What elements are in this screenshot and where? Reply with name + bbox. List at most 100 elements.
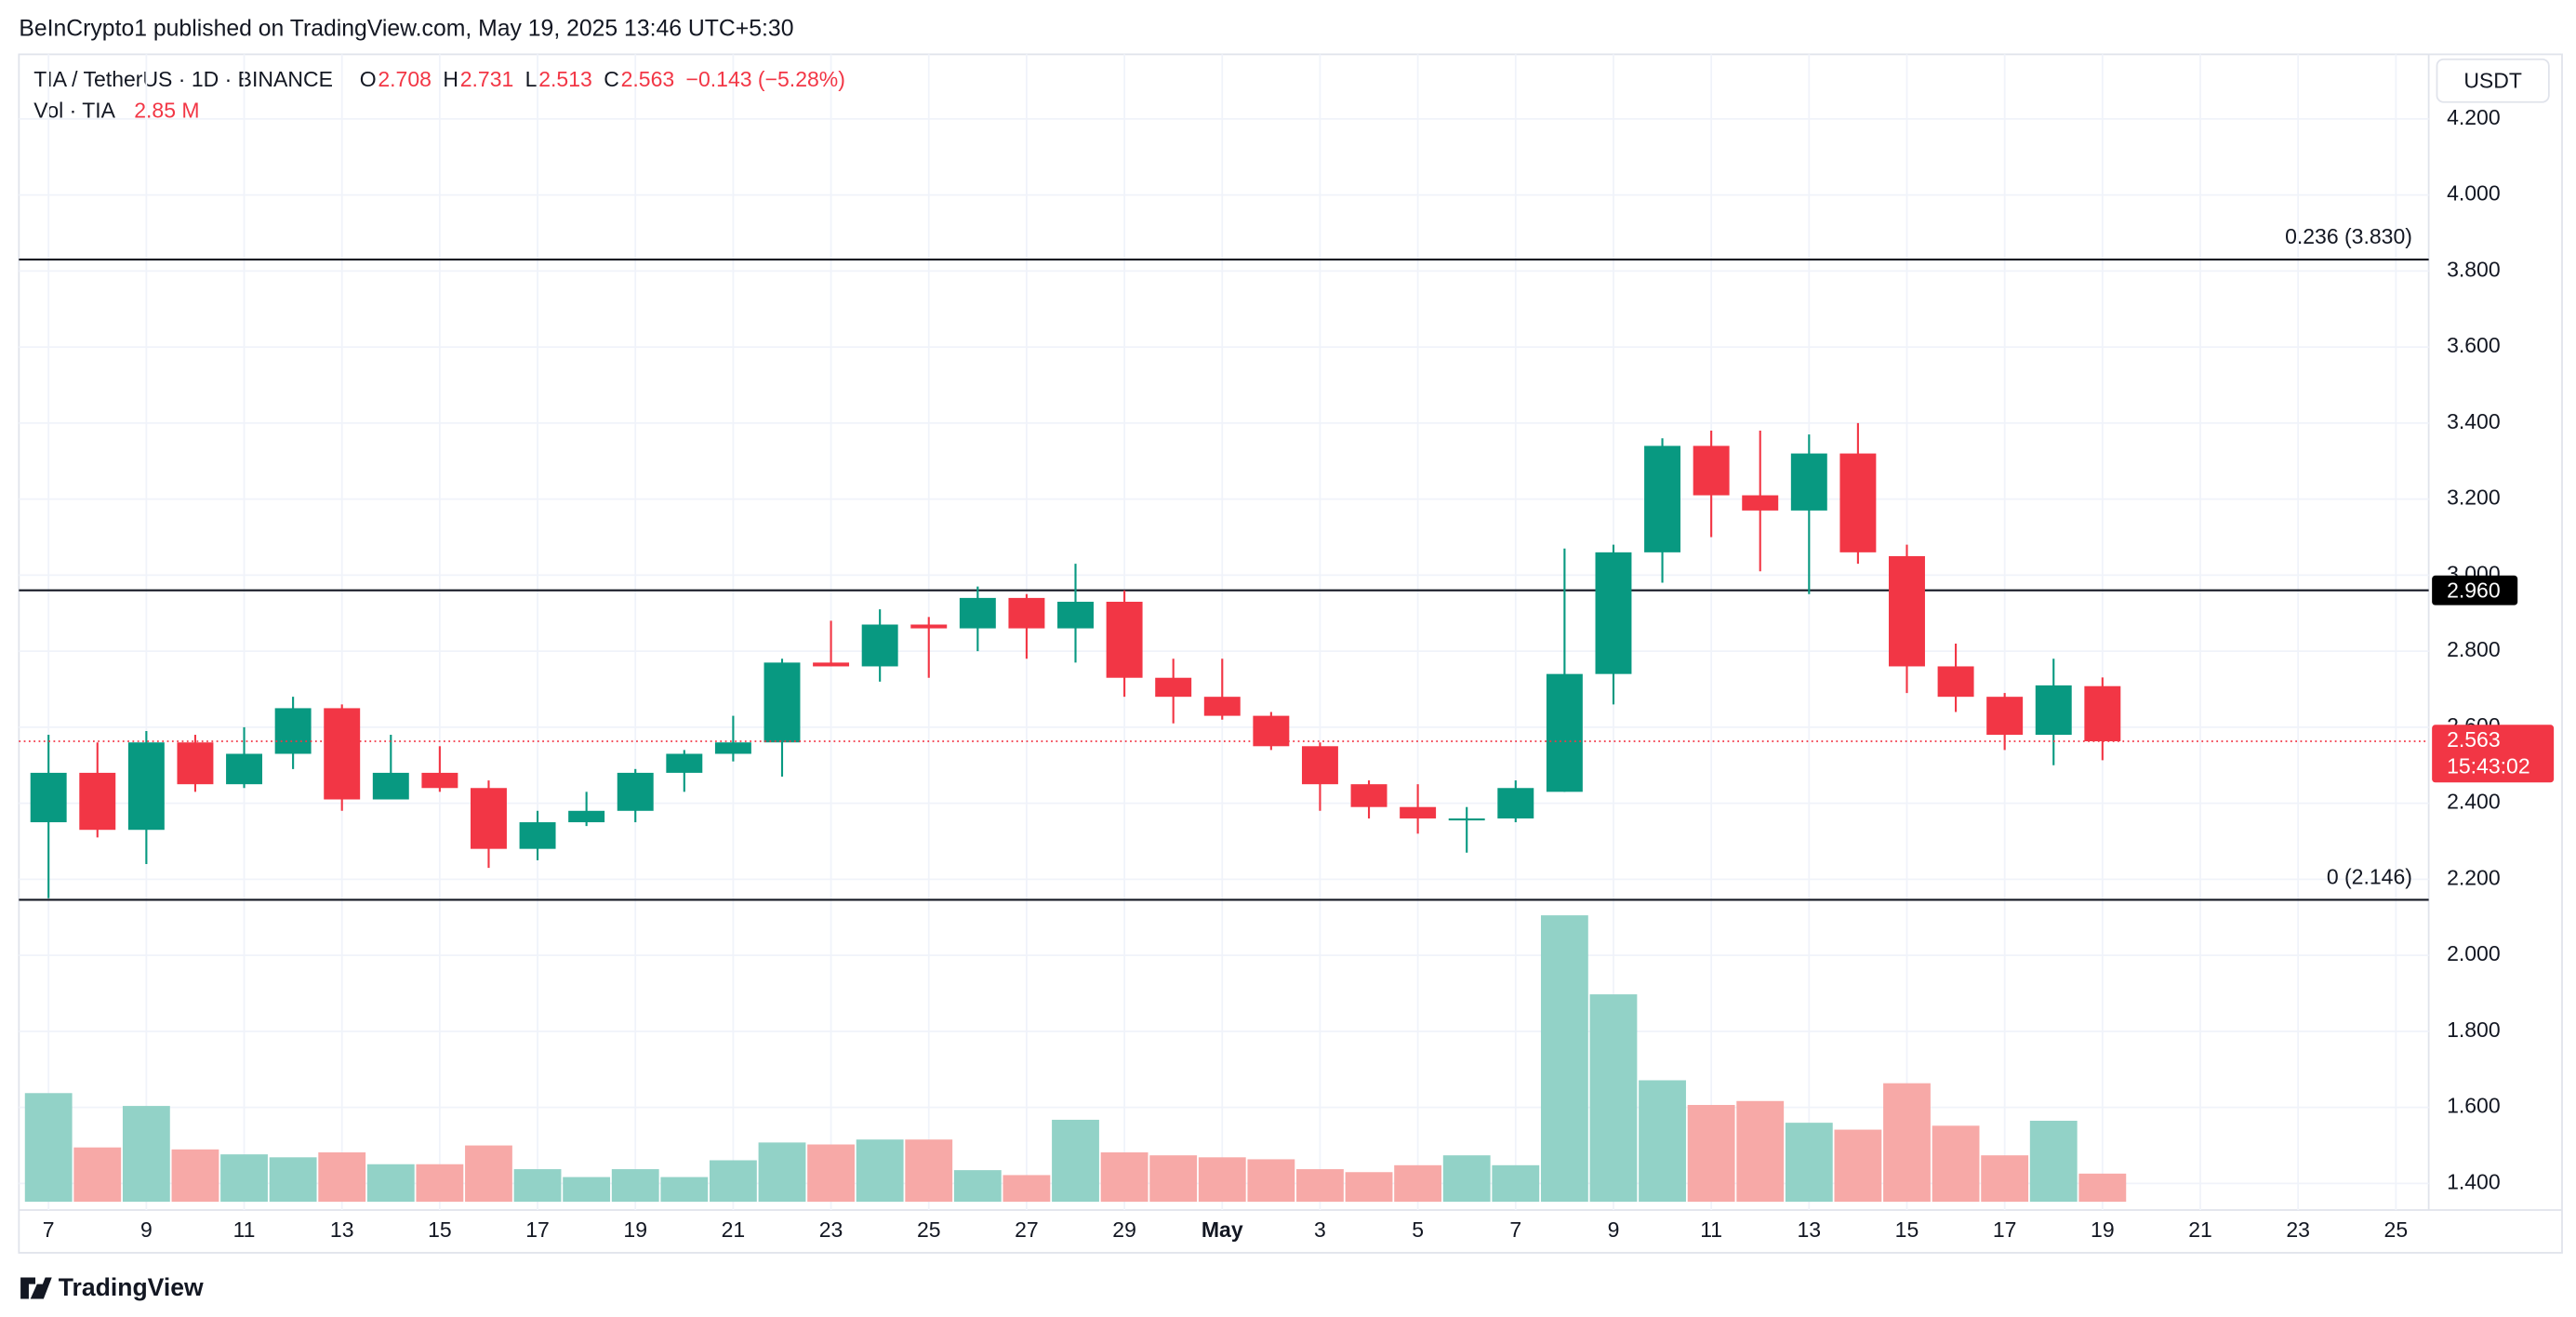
volume-bar [1687,1105,1735,1203]
volume-bar [1540,915,1588,1203]
volume-bar [1492,1164,1540,1203]
candle-body [1889,555,1925,667]
fib-label: 0 (2.146) [2327,864,2412,888]
volume-bar [2029,1121,2078,1203]
volume-bar [1639,1080,1686,1203]
volume-bar [513,1169,562,1203]
x-tick-label: 25 [2384,1217,2409,1242]
legend-value: 2.513 [538,67,592,91]
legend-key: C [604,67,619,91]
y-tick-label: 1.400 [2447,1169,2501,1193]
volume-bar [1296,1169,1344,1203]
volume-bar [953,1170,1002,1203]
candle-body [1742,495,1779,511]
x-tick-label: 9 [1608,1217,1620,1242]
candle-body [1106,601,1143,678]
y-tick-label: 2.400 [2447,790,2501,814]
candle-body [617,772,654,811]
candle-body [421,772,458,789]
x-tick-label: May [1202,1217,1243,1242]
volume-bar [1589,994,1638,1203]
volume-bar [318,1152,366,1203]
x-tick-label: 7 [1509,1217,1521,1242]
y-tick-label: 2.000 [2447,941,2501,965]
volume-bar [122,1106,170,1203]
legend-key: H [443,67,458,91]
chart-frame [18,53,2563,1254]
legend-value: 2.708 [378,67,432,91]
candle-body [2084,685,2121,741]
x-tick-label: 21 [2188,1217,2212,1242]
volume-bar [1394,1164,1442,1203]
publisher: BeInCrypto1 published on TradingView.com… [19,16,793,41]
candle-body [1644,446,1681,552]
legend-key: L [525,67,538,91]
volume-bar [1736,1100,1785,1203]
candle-body [1448,818,1485,821]
volume-bar [1785,1123,1833,1203]
volume-bar [1003,1175,1051,1203]
candle-body [1008,597,1045,629]
candle-body [1301,746,1338,785]
candle-body [2035,685,2072,736]
candle-body [372,772,409,800]
volume-bar [563,1177,611,1203]
candle-body [861,624,898,667]
candle-body [519,822,556,849]
candle-body [1057,601,1094,629]
x-tick-label: 13 [1798,1217,1822,1242]
candle-body [1546,673,1583,792]
x-tick-label: 23 [2286,1217,2310,1242]
y-tick-label: 3.800 [2447,257,2501,281]
x-tick-label: 17 [1993,1217,2017,1242]
volume-bar [269,1157,317,1203]
volume-bar [171,1149,219,1203]
volume-bar [1834,1129,1882,1203]
volume-bar [2078,1173,2127,1203]
volume-bar [1149,1155,1198,1203]
candle-body [1839,453,1877,552]
candle-body [274,708,312,754]
volume-bar [220,1154,268,1203]
candle-body [764,662,801,743]
last-price-label: 2.563 [2447,727,2501,752]
x-tick-label: 7 [43,1217,55,1242]
price-tag-label: 2.960 [2447,579,2501,603]
brand: TradingView [59,1273,204,1301]
candle-body [1986,697,2024,736]
volume-bar [709,1160,757,1203]
candle-body [177,742,214,785]
candle-body [959,597,996,629]
y-tick-label: 4.200 [2447,105,2501,129]
candle-body [568,810,605,823]
currency[interactable]: USDT [2463,69,2522,93]
volume-bar [1883,1083,1931,1203]
candle-body [324,708,361,800]
y-tick-label: 4.000 [2447,181,2501,206]
volume-bar [1247,1159,1295,1203]
legend-key: O [360,67,377,91]
candle-body [910,624,948,629]
candle-body [666,753,703,773]
volume-bar [73,1147,122,1203]
currency-button[interactable] [2436,58,2550,103]
candle-body [813,662,850,667]
y-tick-label: 2.800 [2447,637,2501,661]
candle-body [1790,453,1827,511]
x-tick-label: 11 [233,1217,256,1242]
candle-body [1155,677,1192,698]
y-tick-label: 3.200 [2447,486,2501,510]
y-tick-label: 3.400 [2447,409,2501,433]
x-tick-label: 19 [2091,1217,2115,1242]
x-tick-label: 17 [525,1217,550,1242]
x-tick-label: 23 [819,1217,843,1242]
candle-body [714,742,751,754]
x-tick-label: 15 [428,1217,452,1242]
volume-bar [856,1139,904,1203]
x-tick-label: 3 [1314,1217,1326,1242]
grid [19,54,2429,1210]
legend-value: 2.731 [460,67,514,91]
y-tick-label: 3.600 [2447,333,2501,357]
volume-bar [1345,1172,1393,1203]
